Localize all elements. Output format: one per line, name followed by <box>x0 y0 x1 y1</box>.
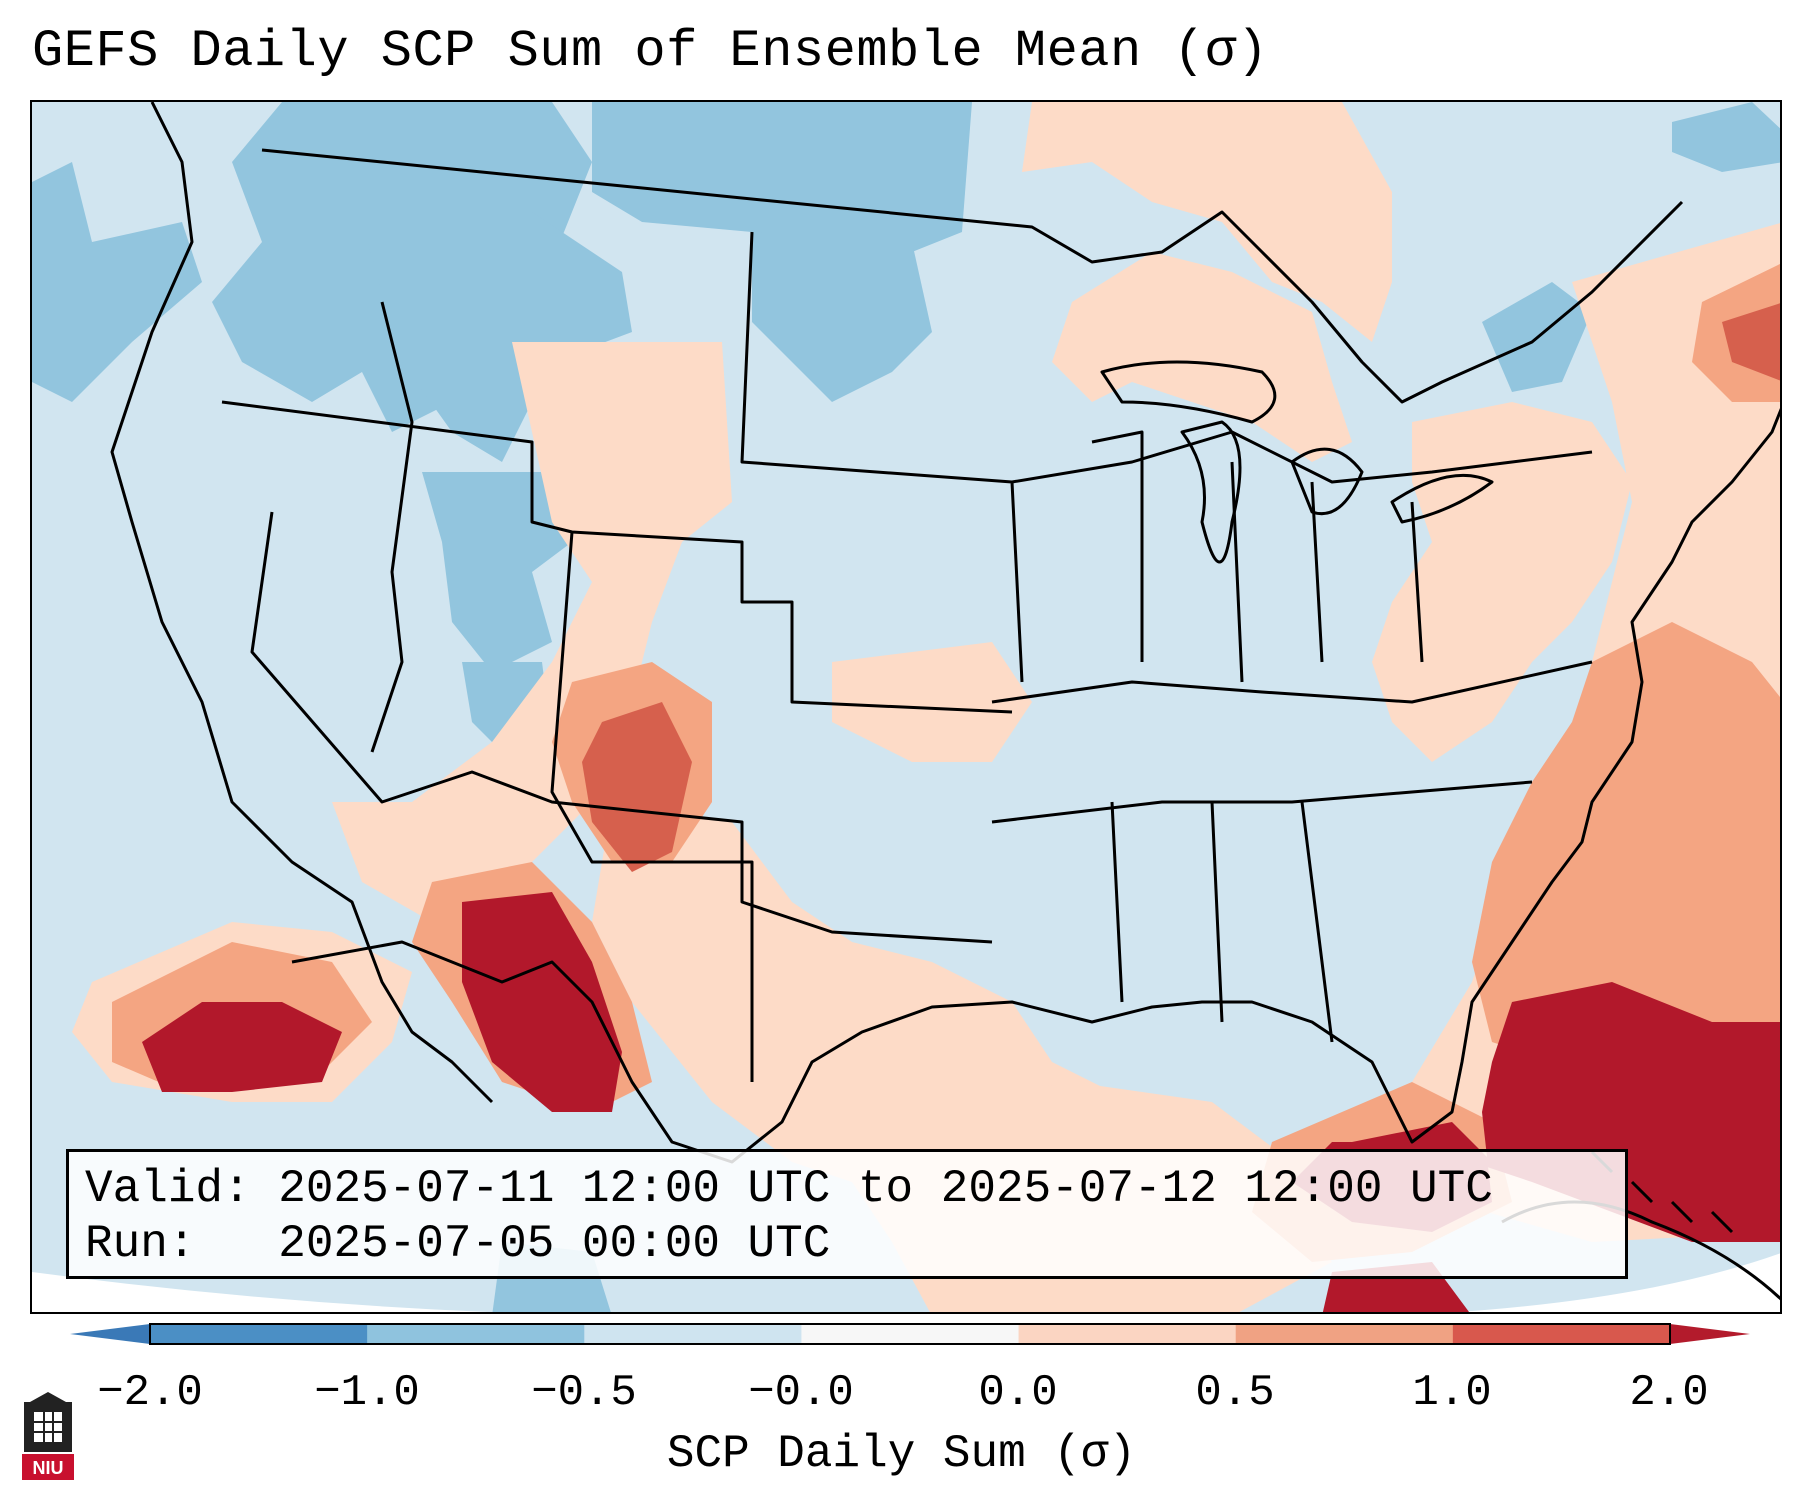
dakota-nebraska-border <box>740 231 1024 683</box>
ohio-valley-lines <box>1091 430 1424 683</box>
idaho-border <box>370 301 414 753</box>
negative-field-montana-idaho <box>362 212 632 462</box>
colorbar-segment <box>150 1324 368 1344</box>
colorbar-tick: −2.0 <box>97 1368 203 1418</box>
midwest-border <box>1011 430 1593 484</box>
southern-state-lines <box>1110 801 1334 1043</box>
colorbar-tick: −0.0 <box>748 1368 854 1418</box>
negative-field-pacific <box>32 162 202 402</box>
negative-field-labrador <box>1672 102 1780 172</box>
lake-erie <box>1390 473 1494 524</box>
four-corners-border <box>550 531 754 1082</box>
niu-logo: NIU <box>22 1392 74 1480</box>
light-positive-southwest <box>332 342 732 922</box>
strong-sierra-madre <box>462 892 622 1112</box>
colorbar-tick: −1.0 <box>314 1368 420 1418</box>
interior-border-1 <box>221 400 1013 714</box>
interior-border-2 <box>250 511 993 944</box>
light-positive-great-lakes <box>1052 252 1352 462</box>
gulf-states-border <box>991 780 1533 824</box>
strong-baja <box>142 1002 342 1092</box>
colorbar <box>70 1323 1750 1345</box>
logo-text: NIU <box>33 1458 64 1478</box>
projection-edge-left <box>32 1272 488 1312</box>
map-field <box>32 102 1780 1312</box>
us-south-east-coastline <box>291 407 1780 1164</box>
map-panel <box>30 100 1782 1314</box>
colorbar-tick: 0.0 <box>978 1368 1058 1418</box>
map-title: GEFS Daily SCP Sum of Ensemble Mean (σ) <box>32 22 1269 81</box>
colorbar-segment <box>367 1324 585 1344</box>
colorbar-segment <box>1018 1324 1237 1344</box>
moderate-atlantic <box>1472 622 1780 1102</box>
lake-superior <box>1100 360 1277 424</box>
colorbar-under-arrow <box>70 1324 150 1344</box>
strong-new-mexico <box>582 702 692 872</box>
colorbar-tick: −0.5 <box>531 1368 637 1418</box>
run-value: 2025-07-05 00:00 UTC <box>278 1218 831 1270</box>
projection-edge-right <box>1458 1253 1780 1312</box>
light-positive-oklahoma <box>832 642 1032 762</box>
pacific-coastline <box>110 102 494 1104</box>
colorbar-segment <box>1235 1324 1454 1344</box>
canada-us-border <box>261 148 1684 404</box>
light-positive-ontario <box>1022 102 1392 342</box>
colorbar-segment <box>584 1324 802 1344</box>
valid-run-info-box: Valid: 2025-07-11 12:00 UTC to 2025-07-1… <box>66 1149 1628 1279</box>
colorbar-segment <box>1452 1324 1671 1344</box>
valid-value: 2025-07-11 12:00 UTC to 2025-07-12 12:00… <box>278 1163 1493 1215</box>
lake-huron <box>1290 447 1364 515</box>
negative-field-dakotas <box>752 232 932 402</box>
tennessee-border <box>991 660 1593 704</box>
colorbar-frame <box>149 1323 1671 1345</box>
colorbar-title: SCP Daily Sum (σ) <box>666 1428 1137 1480</box>
strong-maine <box>1722 303 1780 381</box>
colorbar-over-arrow <box>1670 1324 1750 1344</box>
colorbar-tick: 0.5 <box>1195 1368 1275 1418</box>
logo-badge <box>22 1454 74 1480</box>
run-label: Run: <box>85 1218 196 1270</box>
valid-label: Valid: <box>85 1163 251 1215</box>
light-positive-mid-atlantic <box>1372 402 1632 762</box>
colorbar-tick: 2.0 <box>1629 1368 1709 1418</box>
lake-michigan <box>1180 420 1242 564</box>
colorbar-segment <box>801 1324 1020 1344</box>
colorbar-tick: 1.0 <box>1412 1368 1492 1418</box>
negative-field-canada-prairie <box>592 102 972 252</box>
